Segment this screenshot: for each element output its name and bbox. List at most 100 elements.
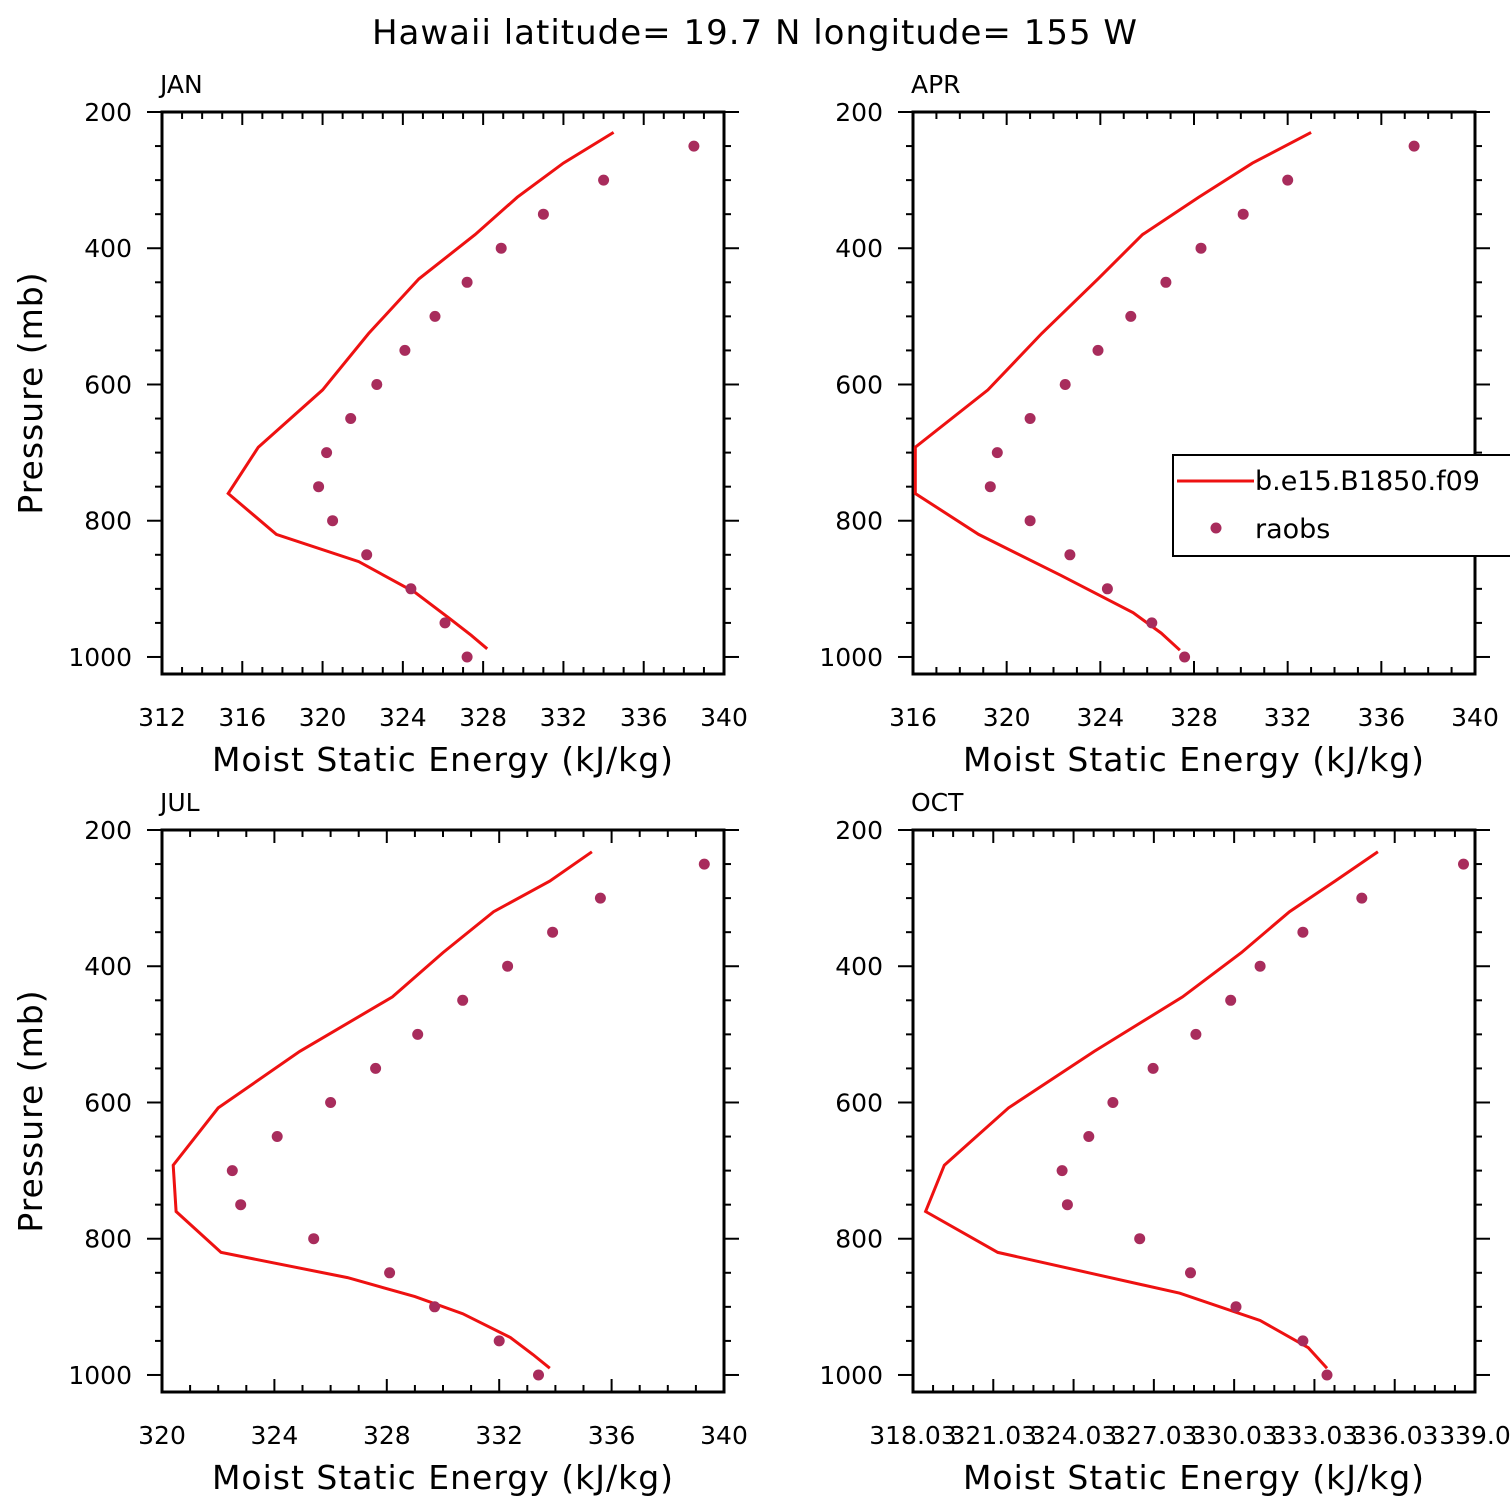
raobs-point bbox=[325, 1097, 337, 1108]
panel-jan: JAN 312 316 320 324 328 332 336 340 200 400 600 80… bbox=[11, 70, 748, 779]
x-tick-label: 336 bbox=[588, 1421, 636, 1450]
x-tick-label: 336 bbox=[1357, 703, 1405, 732]
y-tick-label: 400 bbox=[835, 234, 883, 263]
x-tick-label: 321.03 bbox=[950, 1421, 1037, 1450]
raobs-point bbox=[1024, 515, 1036, 527]
raobs-point bbox=[1160, 276, 1172, 288]
raobs-point bbox=[439, 617, 451, 629]
x-tick-label: 332 bbox=[475, 1421, 523, 1450]
raobs-point bbox=[1321, 1369, 1333, 1381]
y-tick-label: 400 bbox=[835, 952, 883, 981]
x-tick-label: 328 bbox=[459, 703, 507, 732]
raobs-point bbox=[371, 379, 383, 390]
raobs-point bbox=[308, 1233, 320, 1245]
axis-ticks bbox=[898, 111, 1490, 674]
x-tick-label: 340 bbox=[1451, 703, 1499, 732]
raobs-point bbox=[698, 858, 710, 870]
raobs-point bbox=[1146, 617, 1158, 629]
raobs-point bbox=[1190, 1028, 1202, 1040]
x-tick-label: 328 bbox=[1170, 703, 1218, 732]
x-tick-label: 332 bbox=[1264, 703, 1312, 732]
raobs-point bbox=[1147, 1062, 1159, 1074]
raobs-point bbox=[594, 892, 606, 904]
raobs-point bbox=[399, 344, 411, 356]
y-tick-label: 1000 bbox=[819, 1361, 883, 1390]
model-profile-line bbox=[913, 131, 1312, 652]
raobs-point bbox=[461, 651, 473, 663]
legend-marker-swatch bbox=[1210, 522, 1222, 534]
x-tick-labels: 318.03321.03324.03327.03330.03333.03336.… bbox=[869, 1421, 1510, 1450]
raobs-point bbox=[1254, 960, 1266, 972]
y-tick-labels: 200 400 600 800 1000 bbox=[68, 816, 132, 1390]
raobs-point bbox=[1059, 379, 1071, 390]
x-tick-label: 324 bbox=[251, 1421, 299, 1450]
raobs-point bbox=[321, 447, 333, 459]
x-tick-label: 336.03 bbox=[1351, 1421, 1438, 1450]
x-tick-label: 324 bbox=[379, 703, 427, 732]
series-layer bbox=[171, 850, 710, 1381]
series-layer bbox=[913, 131, 1420, 663]
series-layer bbox=[226, 131, 700, 663]
y-tick-label: 600 bbox=[835, 370, 883, 399]
raobs-point bbox=[1185, 1267, 1196, 1279]
x-tick-label: 340 bbox=[700, 1421, 748, 1450]
x-tick-label: 316 bbox=[889, 703, 937, 732]
y-tick-label: 800 bbox=[84, 507, 132, 536]
raobs-point bbox=[1179, 651, 1191, 663]
y-tick-labels: 200 400 600 800 1000 bbox=[819, 98, 883, 672]
x-tick-label: 312 bbox=[138, 703, 186, 732]
x-tick-label: 328 bbox=[363, 1421, 411, 1450]
raobs-point bbox=[405, 583, 417, 595]
raobs-point bbox=[226, 1165, 238, 1177]
raobs-point bbox=[1297, 926, 1309, 938]
raobs-point bbox=[991, 447, 1003, 459]
raobs-point bbox=[1125, 310, 1137, 322]
raobs-point bbox=[384, 1267, 396, 1279]
x-axis-label: Moist Static Energy (kJ/kg) bbox=[212, 740, 674, 779]
raobs-point bbox=[1458, 858, 1469, 870]
raobs-point bbox=[1195, 242, 1207, 254]
x-tick-labels: 312 316 320 324 328 332 336 340 bbox=[138, 703, 748, 732]
raobs-point bbox=[688, 140, 700, 152]
x-tick-label: 320 bbox=[299, 703, 347, 732]
y-tick-label: 200 bbox=[835, 816, 883, 845]
raobs-point bbox=[271, 1131, 283, 1142]
x-tick-label: 324 bbox=[1076, 703, 1124, 732]
x-tick-label: 327.03 bbox=[1110, 1421, 1197, 1450]
raobs-point bbox=[1092, 344, 1104, 356]
raobs-point bbox=[1134, 1233, 1146, 1245]
raobs-point bbox=[345, 413, 357, 424]
raobs-point bbox=[533, 1369, 544, 1381]
raobs-point bbox=[1107, 1097, 1119, 1108]
legend-label-obs: raobs bbox=[1255, 514, 1330, 545]
y-tick-label: 1000 bbox=[68, 643, 132, 672]
y-tick-label: 800 bbox=[835, 507, 883, 536]
x-tick-label: 318.03 bbox=[869, 1421, 956, 1450]
panel-label: APR bbox=[911, 70, 961, 99]
raobs-point bbox=[461, 276, 473, 288]
raobs-point bbox=[493, 1335, 505, 1347]
y-tick-label: 400 bbox=[84, 952, 132, 981]
x-axis-label: Moist Static Energy (kJ/kg) bbox=[963, 740, 1425, 779]
raobs-point bbox=[361, 549, 373, 561]
raobs-point bbox=[1083, 1131, 1095, 1142]
x-tick-label: 320 bbox=[983, 703, 1031, 732]
raobs-point bbox=[313, 481, 325, 493]
x-tick-label: 336 bbox=[620, 703, 668, 732]
raobs-point bbox=[1024, 413, 1036, 424]
panel-jul: JUL 320 324 328 332 336 340 2004006008001000 … bbox=[11, 788, 748, 1497]
panel-label: JAN bbox=[158, 70, 203, 99]
raobs-point bbox=[1230, 1301, 1242, 1313]
y-tick-label: 200 bbox=[84, 816, 132, 845]
raobs-point bbox=[235, 1199, 247, 1211]
raobs-point bbox=[327, 515, 339, 527]
y-tick-label: 1000 bbox=[819, 643, 883, 672]
x-tick-label: 316 bbox=[218, 703, 266, 732]
x-tick-label: 340 bbox=[700, 703, 748, 732]
y-tick-label: 600 bbox=[84, 370, 132, 399]
raobs-point bbox=[429, 1301, 441, 1313]
model-profile-line bbox=[226, 131, 615, 650]
y-tick-label: 800 bbox=[835, 1225, 883, 1254]
raobs-point bbox=[1101, 583, 1113, 595]
